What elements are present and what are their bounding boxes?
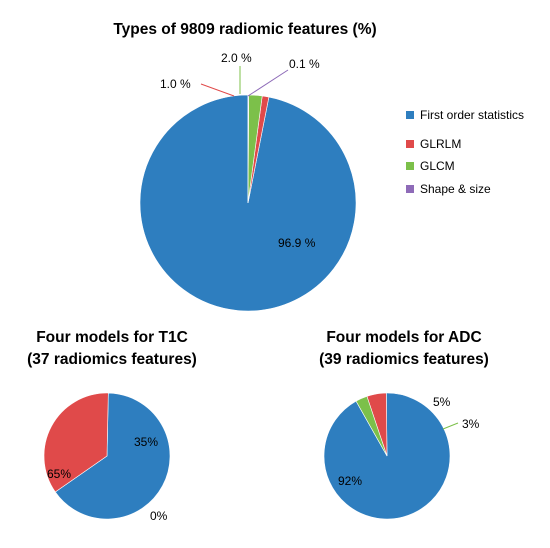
chart3-title-line1: Four models for ADC bbox=[326, 329, 481, 346]
chart2-label-glrlm: 35% bbox=[134, 435, 158, 449]
pie-adc-models bbox=[323, 392, 451, 520]
legend-swatch-glcm bbox=[406, 162, 414, 170]
pie-feature-types bbox=[139, 94, 357, 312]
legend-label-shape-size: Shape & size bbox=[420, 182, 491, 196]
chart1-label-shape-size: 0.1 % bbox=[289, 57, 320, 71]
chart1-legend: First order statistics GLRLM GLCM Shape … bbox=[406, 108, 524, 196]
chart2-label-glcm: 0% bbox=[150, 509, 168, 523]
chart1-label-glrlm: 1.0 % bbox=[160, 77, 191, 91]
chart1-title: Types of 9809 radiomic features (%) bbox=[113, 21, 376, 38]
legend-label-first-order: First order statistics bbox=[420, 108, 524, 122]
chart3-label-glcm: 3% bbox=[462, 417, 480, 431]
chart1-label-glcm: 2.0 % bbox=[221, 51, 252, 65]
chart1-leader-shape-size bbox=[247, 69, 289, 97]
chart2-title-line1: Four models for T1C bbox=[36, 329, 188, 346]
chart3-label-first-order: 92% bbox=[338, 474, 362, 488]
chart2-label-first-order: 65% bbox=[47, 467, 71, 481]
chart3-label-glrlm: 5% bbox=[433, 395, 451, 409]
legend-label-glcm: GLCM bbox=[420, 159, 455, 173]
chart3-leader-glcm bbox=[442, 422, 459, 430]
legend-swatch-glrlm bbox=[406, 140, 414, 148]
chart1-label-first-order: 96.9 % bbox=[278, 236, 316, 250]
chart2-slice-glrlm bbox=[43, 392, 109, 493]
legend-swatch-shape-size bbox=[406, 185, 414, 193]
chart1-leader-glrlm bbox=[200, 83, 235, 97]
pie-t1c-models bbox=[43, 392, 171, 520]
chart2-slice-first-order-statistics bbox=[54, 392, 171, 520]
legend-swatch-first-order bbox=[406, 111, 414, 119]
chart3-title-line2: (39 radiomics features) bbox=[319, 351, 489, 368]
chart3-slice-glcm bbox=[355, 395, 388, 457]
legend-label-glrlm: GLRLM bbox=[420, 137, 461, 151]
chart2-title-line2: (37 radiomics features) bbox=[27, 351, 197, 368]
chart3-slice-first-order-statistics bbox=[323, 392, 451, 520]
